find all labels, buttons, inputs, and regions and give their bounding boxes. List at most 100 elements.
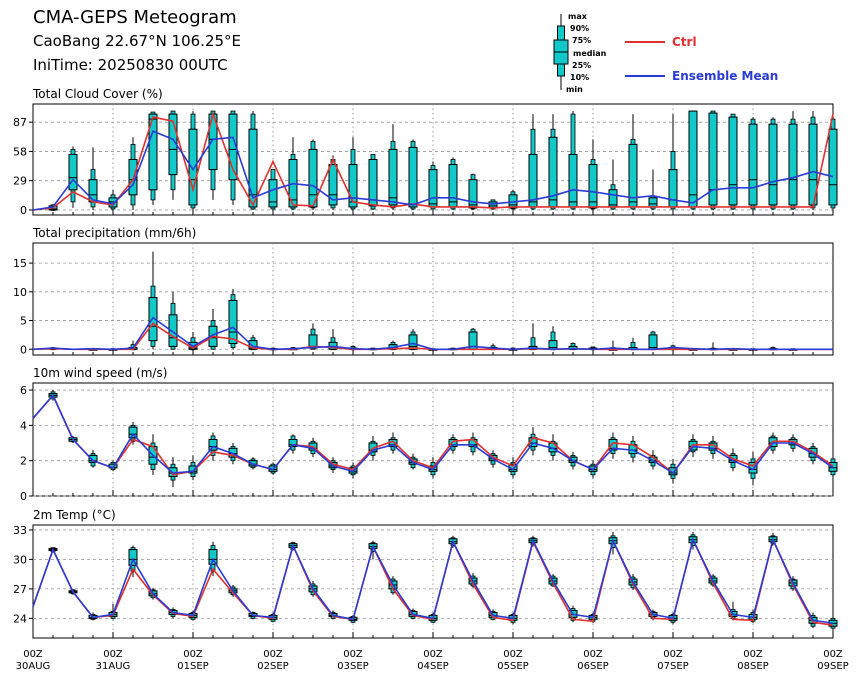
cloud-cover-box (608, 159, 618, 210)
wind-speed-box-lower-tail (150, 463, 156, 470)
precipitation-box (168, 291, 178, 350)
precipitation-title: Total precipitation (mm/6h) (32, 226, 196, 240)
legend-ctrl-label: Ctrl (672, 35, 697, 49)
cloud-cover-box-lower-tail (210, 169, 216, 191)
x-label-date: 02SEP (257, 661, 288, 672)
header: CMA-GEPS Meteogram CaoBang 22.67°N 106.2… (0, 0, 860, 100)
cloud-cover-box-upper-tail (450, 159, 456, 165)
precipitation-box (628, 337, 638, 351)
x-label-date: 09SEP (817, 661, 848, 672)
wind-speed-box (88, 450, 98, 468)
cloud-cover-box-upper-tail (610, 184, 616, 191)
temperature-mean-line (32, 537, 834, 625)
cloud-cover-box (448, 157, 458, 210)
precipitation-box-body (408, 334, 418, 350)
cloud-cover-box-upper-tail (130, 143, 136, 160)
x-label-date: 07SEP (657, 661, 688, 672)
legend-label-90: 90% (570, 24, 589, 33)
wind-speed-box-lower-tail (170, 476, 176, 481)
x-label-date: 03SEP (337, 661, 368, 672)
wind-speed-box-lower-tail (730, 462, 736, 469)
cloud-cover-box-upper-tail (670, 151, 676, 170)
wind-speed-box (288, 434, 298, 454)
precipitation-box-body (248, 340, 258, 350)
cloud-cover-box-body (448, 164, 458, 208)
precipitation-box-lower-tail (150, 340, 156, 347)
wind-speed-box-upper-tail (830, 458, 836, 463)
cloud-cover-box (388, 124, 398, 210)
wind-speed-box-upper-tail (210, 435, 216, 440)
cloud-cover-box-upper-tail (790, 118, 796, 125)
cloud-cover-box-body (368, 159, 378, 207)
x-label-hour: 00Z (663, 649, 683, 660)
x-label-hour: 00Z (343, 649, 363, 660)
cloud-cover-box-upper-tail (350, 149, 356, 165)
x-label-date: 30AUG (16, 661, 51, 672)
cloud-cover-box-body (708, 112, 718, 206)
cloud-cover-box-body (828, 128, 838, 206)
precipitation-box-body (168, 314, 178, 347)
precipitation-box-upper-tail (550, 331, 556, 342)
cloud-cover-box (68, 146, 78, 208)
x-label-hour: 00Z (583, 649, 603, 660)
cloud-cover-box (628, 114, 638, 210)
wind-speed-ytick-label: 0 (20, 490, 27, 503)
cloud-cover-box-upper-tail (70, 149, 76, 155)
cloud-cover-box-body (788, 123, 798, 206)
temperature-box-upper-tail (210, 545, 216, 550)
wind-speed-box-lower-tail (190, 472, 196, 477)
cloud-cover-box-body (668, 169, 678, 208)
cloud-cover-box-upper-tail (290, 154, 296, 160)
wind-speed-box (608, 432, 618, 459)
wind-speed-title: 10m wind speed (m/s) (33, 366, 167, 380)
cloud-cover-box-body (348, 164, 358, 208)
legend: max 90% 75% median 25% 10% min Ctrl Ense… (553, 12, 778, 94)
precipitation-box (528, 323, 538, 351)
wind-speed-box (668, 458, 678, 484)
cloud-cover-box (768, 117, 778, 210)
cloud-cover-box (268, 169, 278, 210)
cloud-cover-title: Total Cloud Cover (%) (32, 87, 163, 101)
x-label-date: 08SEP (737, 661, 768, 672)
legend-label-10: 10% (570, 73, 589, 82)
temperature-panel: 2m Temp (°C) 24 27 30 33 (13, 508, 838, 639)
wind-speed-box-lower-tail (790, 444, 796, 449)
cloud-cover-box-body (148, 113, 158, 191)
wind-speed-box (468, 432, 478, 456)
wind-speed-box-lower-tail (470, 446, 476, 453)
wind-speed-box-lower-tail (410, 463, 416, 469)
precipitation-box (208, 309, 218, 350)
location-label: CaoBang 22.67°N 106.25°E (33, 32, 242, 50)
wind-speed-box-upper-tail (170, 463, 176, 469)
cloud-cover-box-body (568, 153, 578, 208)
panels: Total Cloud Cover (%) 0 29 58 87 Total precip… (13, 87, 838, 639)
precipitation-box (308, 323, 318, 350)
precipitation-ytick-label: 5 (20, 315, 27, 328)
wind-speed-box-body (88, 454, 98, 463)
cloud-cover-box-body (768, 123, 778, 206)
cloud-cover-box-upper-tail (810, 116, 816, 125)
wind-speed-box-lower-tail (310, 449, 316, 455)
temperature-ytick-label: 27 (13, 583, 27, 596)
precipitation-box-upper-tail (310, 328, 316, 336)
cloud-cover-box (188, 111, 198, 210)
x-label-hour: 00Z (823, 649, 843, 660)
cloud-cover-box (368, 154, 378, 210)
precipitation-box-upper-tail (230, 294, 236, 301)
cloud-cover-box-upper-tail (410, 140, 416, 148)
wind-speed-box-lower-tail (590, 470, 596, 476)
precipitation-box (148, 251, 158, 350)
cloud-cover-box-upper-tail (270, 169, 276, 181)
legend-label-max: max (568, 12, 588, 21)
cloud-cover-box (248, 111, 258, 210)
cloud-cover-ctrl-line (32, 111, 834, 211)
cloud-cover-ytick-label: 58 (13, 145, 27, 158)
legend-mean-label: Ensemble Mean (672, 69, 778, 83)
cloud-cover-box-upper-tail (570, 113, 576, 155)
x-label-date: 01SEP (177, 661, 208, 672)
cloud-cover-box-upper-tail (530, 128, 536, 155)
cloud-cover-box (308, 139, 318, 210)
cloud-cover-box-upper-tail (550, 128, 556, 138)
cloud-cover-box-upper-tail (250, 113, 256, 130)
